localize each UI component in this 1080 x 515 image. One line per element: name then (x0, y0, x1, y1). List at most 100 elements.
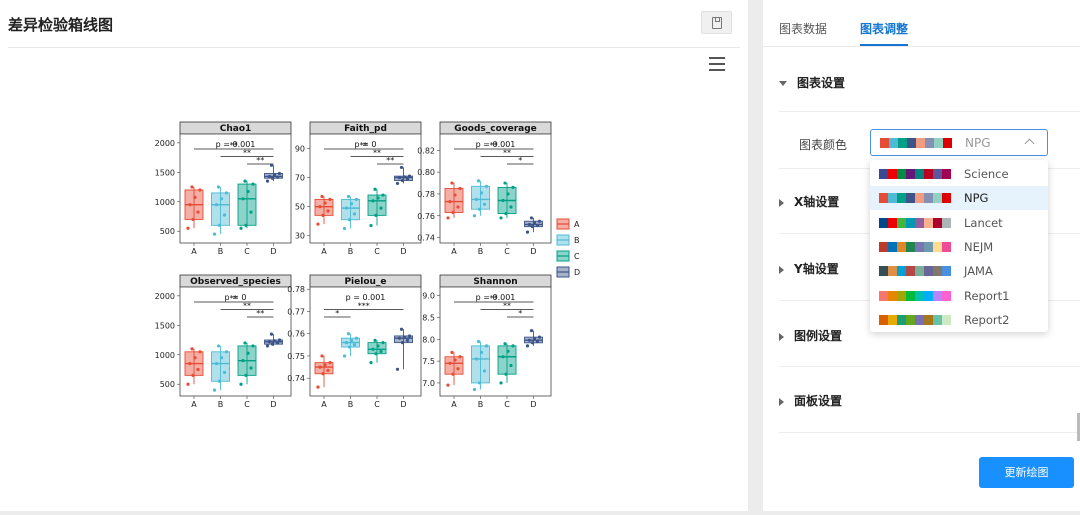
data-point (188, 203, 192, 207)
color-scheme-select[interactable]: NPG (870, 129, 1048, 156)
p-value: p = 0.001 (216, 140, 256, 149)
box (211, 351, 230, 382)
option-swatches (879, 169, 951, 179)
data-point (499, 216, 503, 220)
data-point (532, 221, 537, 225)
data-point (316, 222, 320, 226)
divider (779, 366, 1080, 367)
color-swatch (897, 314, 906, 325)
color-swatch (879, 290, 888, 301)
significance-label: ** (503, 149, 511, 158)
data-point (395, 367, 400, 371)
data-point (503, 342, 507, 346)
y-tick-label: 90 (295, 145, 305, 154)
data-point (369, 361, 373, 365)
color-option-report2[interactable]: Report2 (870, 308, 1048, 332)
color-swatch (880, 138, 889, 148)
y-tick-label: 2000 (155, 292, 175, 301)
color-swatch (879, 217, 888, 228)
significance-label: ** (243, 302, 251, 311)
data-point (472, 387, 477, 392)
tab-chart-data[interactable]: 图表数据 (779, 22, 828, 36)
option-swatches (879, 290, 951, 301)
color-swatch (897, 217, 906, 228)
caret-right-icon (779, 265, 784, 274)
data-point (269, 163, 274, 167)
color-option-npg[interactable]: NPG (870, 186, 1048, 211)
data-point (249, 210, 253, 214)
scrollbar-thumb[interactable] (1077, 413, 1080, 441)
tab-chart-settings[interactable]: 图表调整 (860, 22, 909, 36)
data-point (352, 343, 357, 347)
x-tick-label: D (530, 400, 536, 409)
data-point (318, 205, 322, 209)
color-option-lancet[interactable]: Lancet (870, 211, 1048, 235)
y-tick-label: 70 (295, 174, 305, 183)
data-point (476, 339, 481, 344)
box (471, 185, 490, 210)
data-point (373, 338, 377, 342)
selected-value: NPG (965, 136, 991, 150)
color-swatch (906, 290, 915, 301)
significance-label: ** (490, 141, 498, 150)
update-plot-button[interactable]: 更新绘图 (979, 457, 1074, 488)
data-point (402, 335, 407, 339)
significance-label: ** (243, 149, 251, 158)
data-point (407, 174, 412, 178)
section-x-axis[interactable]: X轴设置 (779, 193, 839, 210)
option-swatches (879, 193, 951, 204)
data-point (243, 341, 247, 345)
data-point (270, 176, 275, 180)
data-point (453, 193, 457, 197)
data-point (267, 174, 272, 179)
color-option-science[interactable]: Science (870, 162, 1048, 186)
color-swatch (897, 266, 906, 277)
data-point (530, 341, 535, 345)
y-tick-label: 0.77 (287, 307, 305, 316)
data-point (217, 223, 222, 227)
p-value: p = 0 (225, 293, 247, 302)
data-point (405, 338, 410, 342)
data-point (196, 367, 200, 372)
data-point (326, 368, 330, 373)
data-point (191, 217, 195, 222)
color-swatch (942, 266, 951, 277)
y-tick-label: 8.5 (422, 314, 435, 323)
section-label: Y轴设置 (794, 262, 839, 276)
data-point (244, 373, 248, 377)
section-y-axis[interactable]: Y轴设置 (779, 260, 839, 277)
menu-icon[interactable] (709, 57, 725, 71)
section-panel[interactable]: 面板设置 (779, 392, 842, 409)
data-point (188, 361, 192, 366)
color-swatch (942, 314, 951, 325)
data-point (451, 210, 455, 215)
x-tick-label: B (218, 400, 224, 409)
data-point (535, 223, 540, 228)
save-image-button[interactable] (701, 11, 732, 34)
color-option-jama[interactable]: JAMA (870, 259, 1048, 283)
x-tick-label: D (400, 400, 406, 409)
x-tick-label: B (478, 400, 484, 409)
color-swatch (924, 266, 933, 277)
color-swatch (934, 138, 943, 148)
data-point (277, 338, 282, 342)
color-option-nejm[interactable]: NEJM (870, 235, 1048, 259)
data-point (371, 347, 375, 351)
data-point (535, 339, 540, 344)
legend-label: C (574, 252, 580, 261)
color-option-report1[interactable]: Report1 (870, 284, 1048, 308)
divider (8, 47, 740, 48)
data-point (217, 379, 222, 383)
data-point (342, 226, 347, 231)
option-swatches (879, 217, 951, 228)
data-point (354, 336, 359, 340)
data-point (446, 383, 450, 387)
data-point (216, 344, 221, 348)
data-point (527, 338, 532, 342)
significance-label: ** (503, 302, 511, 311)
color-swatch (907, 138, 916, 148)
data-point (525, 344, 530, 348)
section-chart-settings[interactable]: 图表设置 (779, 74, 845, 91)
section-legend[interactable]: 图例设置 (779, 327, 842, 344)
